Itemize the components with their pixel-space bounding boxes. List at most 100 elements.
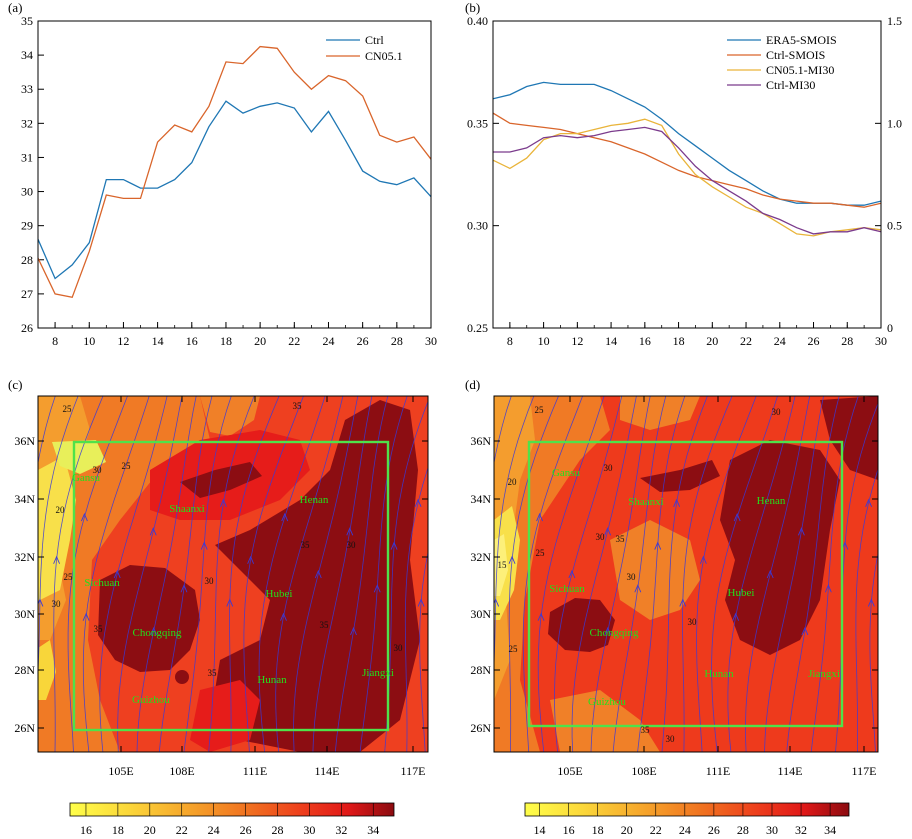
region-label: Sichuan xyxy=(84,577,120,589)
colorbar-tick-label: 14 xyxy=(534,823,546,837)
region-labels-c: Gansu Shaanxi Henan Sichuan Hubei Chongqing Hu… xyxy=(72,472,394,706)
streamline-arrow xyxy=(219,498,227,507)
contour-labels-d: 25 30 20 30 35 30 15 25 30 30 25 30 35 xyxy=(498,405,782,744)
y-tick-label: 34 xyxy=(21,48,33,62)
contour-label: 35 xyxy=(320,620,330,630)
streamline xyxy=(494,396,512,465)
contour-label: 30 xyxy=(205,576,215,586)
x-tick-label: 22 xyxy=(288,334,300,348)
colorbar-tick-label: 26 xyxy=(708,823,720,837)
y-tick-label: 27 xyxy=(21,287,33,301)
streamline xyxy=(537,396,605,752)
region-label: Henan xyxy=(757,495,786,507)
y-tick-label: 29 xyxy=(21,219,33,233)
region-label: Jiangxi xyxy=(362,667,394,679)
colorbar-tick-label: 30 xyxy=(766,823,778,837)
streamline-arrow xyxy=(733,512,741,522)
streamline xyxy=(835,402,878,752)
contour-label: 20 xyxy=(508,477,518,487)
streamline xyxy=(419,550,428,752)
region-green-yellow-c xyxy=(52,440,106,474)
contour-label: 30 xyxy=(394,643,404,653)
streamline-arrow xyxy=(390,541,398,550)
colorbar-tick-label: 20 xyxy=(621,823,633,837)
region-label: Chongqing xyxy=(590,627,639,639)
contour-label: 30 xyxy=(627,572,637,582)
colorbar-tick-label: 30 xyxy=(303,823,315,837)
lat-tick-label: 36N xyxy=(470,434,491,448)
series-group-b xyxy=(493,81,881,237)
streamline xyxy=(612,396,667,752)
lon-tick-label: 114E xyxy=(315,764,340,778)
panel-label-c: (c) xyxy=(8,377,22,392)
panel-c: (c) 25 30 20 25 30 35 30 35 35 30 35 30 35 25 Gansu Sh… xyxy=(8,377,429,837)
lon-tick-label: 108E xyxy=(631,764,656,778)
streamline-arrow xyxy=(568,569,576,579)
study-domain-box-d xyxy=(527,440,844,728)
lat-tick-label: 28N xyxy=(470,663,491,677)
x-tick-label: 8 xyxy=(507,334,513,348)
streamline xyxy=(711,396,778,752)
streamline-arrow xyxy=(732,612,740,621)
region-label: Gansu xyxy=(552,467,581,479)
x-tick-label: 8 xyxy=(52,334,58,348)
streamline-arrow xyxy=(314,569,322,579)
plot-frame-a xyxy=(37,20,432,329)
x-tick-label: 20 xyxy=(254,334,266,348)
streamline-arrow xyxy=(494,598,500,607)
region-label: Gansu xyxy=(72,472,101,484)
streamline xyxy=(158,396,213,752)
streamline-arrow xyxy=(373,584,381,593)
region-orange-west-c xyxy=(38,396,210,752)
colorbar-tick-label: 24 xyxy=(208,823,220,837)
colorbar-tick-label: 34 xyxy=(367,823,379,837)
streamline xyxy=(508,396,559,752)
legend-label-era5-smois: ERA5-SMOIS xyxy=(766,33,837,47)
legend-b: ERA5-SMOIS Ctrl-SMOIS CN05.1-MI30 Ctrl-M… xyxy=(727,33,837,92)
colorbar-tick-label: 20 xyxy=(144,823,156,837)
streamlines-d xyxy=(494,396,878,752)
streamline-arrow xyxy=(536,512,544,522)
contour-label: 35 xyxy=(293,401,303,411)
region-darkred-dot-c xyxy=(175,670,189,684)
streamline xyxy=(522,396,583,752)
streamline-arrow xyxy=(53,555,60,564)
streamline xyxy=(786,396,840,752)
x-tick-label: 28 xyxy=(841,334,853,348)
region-label: Shaanxi xyxy=(628,496,663,508)
legend-a: Ctrl CN05.1 xyxy=(326,33,403,63)
lat-tick-label: 30N xyxy=(470,607,491,621)
y-tick-label: 26 xyxy=(21,321,33,335)
x-tick-label: 12 xyxy=(117,334,129,348)
x-tick-label: 16 xyxy=(186,334,198,348)
colorbar-tick-label: 18 xyxy=(592,823,604,837)
region-orange-west-d xyxy=(494,396,610,752)
x-tick-label: 24 xyxy=(774,334,786,348)
series-line-ctrl xyxy=(38,100,431,280)
region-darkred-east-c xyxy=(210,400,420,752)
streamline xyxy=(38,396,56,465)
streamline xyxy=(67,396,128,752)
contour-label: 20 xyxy=(56,505,66,515)
colorbar-ticks-d: 14 16 18 20 22 24 26 28 30 32 34 xyxy=(534,803,836,837)
streamline-arrow xyxy=(679,598,687,607)
streamline-arrow xyxy=(766,569,774,579)
streamline-arrow xyxy=(350,626,357,636)
colorbar-tick-label: 22 xyxy=(176,823,188,837)
lat-tick-label: 34N xyxy=(470,492,491,506)
contour-label: 30 xyxy=(666,734,676,744)
region-label: Hunan xyxy=(257,674,287,686)
y-tick-label: 0.25 xyxy=(467,321,488,335)
region-label: Sichuan xyxy=(549,583,585,595)
streamline xyxy=(208,396,255,752)
streamline xyxy=(764,396,824,752)
lat-tick-label: 26N xyxy=(470,721,491,735)
panel-label-b: (b) xyxy=(465,0,480,15)
y-tick-label: 0.35 xyxy=(467,116,488,130)
streamline-arrow xyxy=(113,569,121,579)
region-labels-d: Gansu Shaanxi Henan Sichuan Hubei Chongqing Hu… xyxy=(549,467,840,708)
streamline xyxy=(682,396,733,752)
y-tick-label: 28 xyxy=(21,253,33,267)
streamline xyxy=(275,396,344,752)
streamline xyxy=(312,396,373,752)
